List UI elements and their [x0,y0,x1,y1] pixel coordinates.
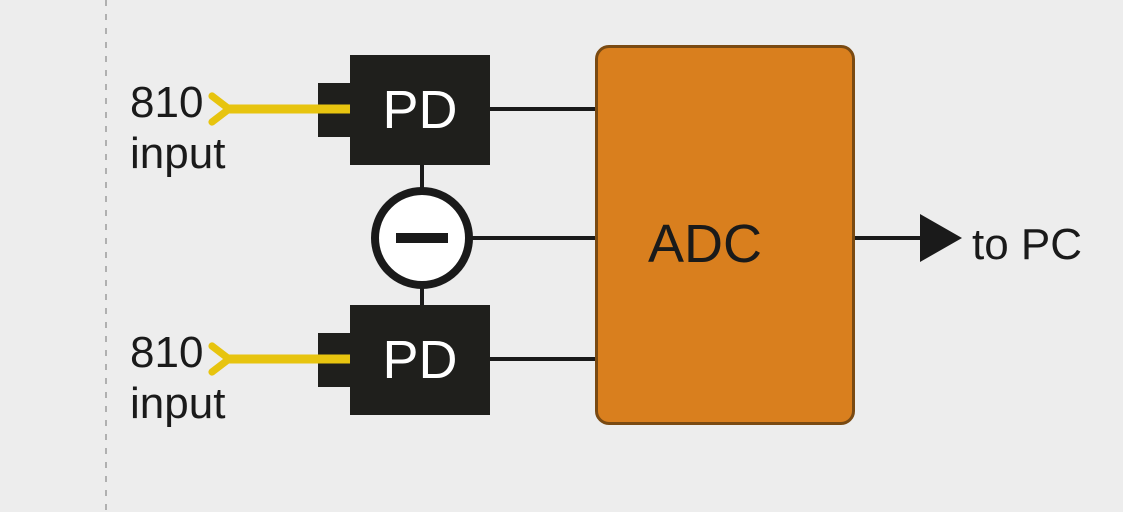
wiring-layer [0,0,1123,512]
diagram-canvas: 810 input 810 input PD PD ADC to PC [0,0,1123,512]
subtractor-icon [375,191,469,285]
pd-connector-bottom [318,333,350,387]
pd-top-label: PD [382,79,457,141]
pd-block-bottom: PD [350,305,490,415]
pd-connector-top [318,83,350,137]
pd-block-top: PD [350,55,490,165]
input-top-line2: input [130,129,225,178]
input-label-top: 810 input [130,78,225,179]
divider-layer [0,0,1123,512]
pd-bottom-label: PD [382,329,457,391]
output-label: to PC [972,220,1082,270]
adc-label: ADC [648,213,762,275]
input-bottom-line1: 810 [130,328,203,377]
output-arrow-icon [920,214,962,262]
input-bottom-line2: input [130,379,225,428]
input-label-bottom: 810 input [130,328,225,429]
input-top-line1: 810 [130,78,203,127]
